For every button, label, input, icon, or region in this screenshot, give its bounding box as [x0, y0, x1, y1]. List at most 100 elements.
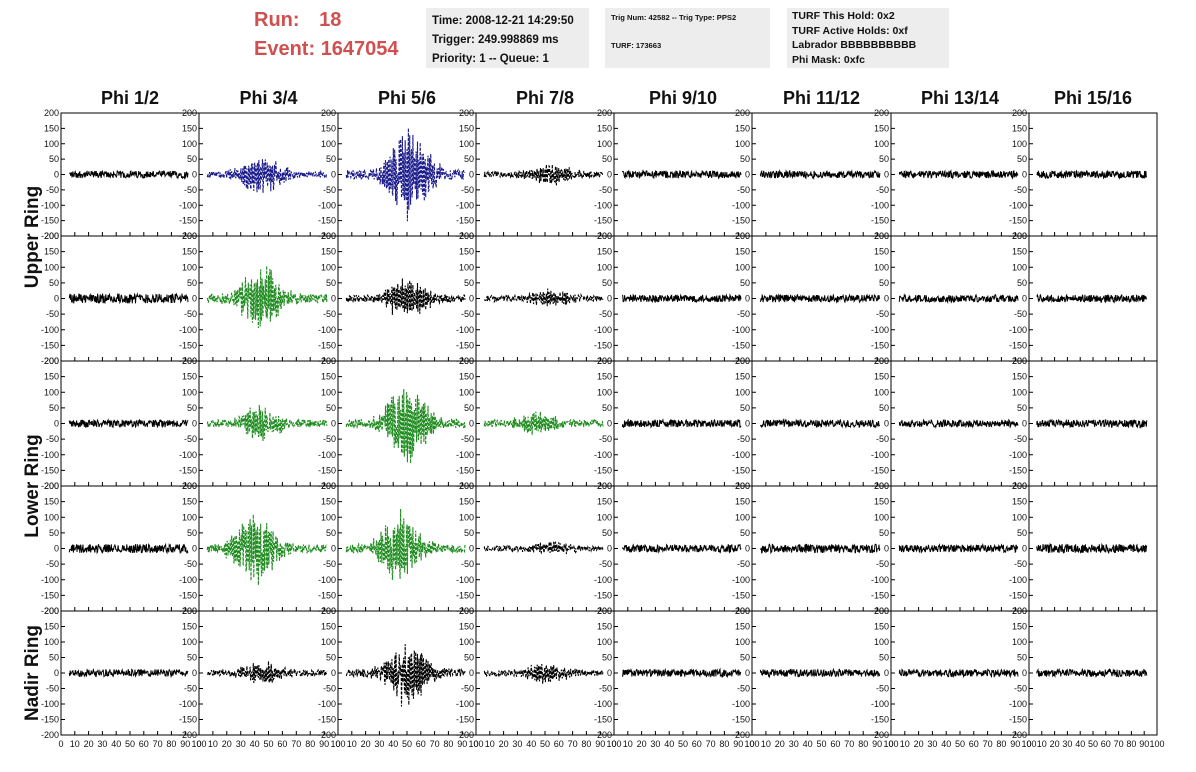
waveform-trace — [345, 128, 466, 222]
trigger-info-box: Trig Num: 42582 -- Trig Type: PPS2 TURF:… — [605, 8, 770, 68]
y-tick-label: 150 — [321, 622, 336, 632]
y-tick-label: 50 — [187, 528, 197, 538]
run-label: Run: — [254, 9, 300, 31]
y-tick-label: 0 — [1022, 170, 1027, 180]
y-tick-label: -100 — [456, 325, 474, 335]
y-tick-label: -200 — [594, 730, 612, 740]
y-tick-label: 200 — [597, 231, 612, 241]
y-tick-label: -100 — [732, 325, 750, 335]
y-tick-label: 50 — [740, 154, 750, 164]
y-tick-label: 50 — [464, 278, 474, 288]
y-tick-label: -100 — [318, 450, 336, 460]
y-tick-label: -100 — [318, 325, 336, 335]
x-tick-label: 70 — [568, 739, 578, 749]
y-tick-label: -200 — [179, 730, 197, 740]
trig-num-line: Trig Num: 42582 -- Trig Type: PPS2 — [611, 13, 737, 22]
x-tick-label: 0 — [1026, 739, 1031, 749]
y-tick-label: 200 — [597, 356, 612, 366]
time-line: Time: 2008-12-21 14:29:50 — [432, 15, 574, 27]
turf-hold-line: TURF This Hold: 0x2 — [792, 10, 895, 22]
x-tick-label: 60 — [554, 739, 564, 749]
y-tick-label: 50 — [464, 403, 474, 413]
x-tick-label: 30 — [927, 739, 937, 749]
x-tick-label: 20 — [914, 739, 924, 749]
y-tick-label: 150 — [182, 247, 197, 257]
y-tick-label: 150 — [182, 123, 197, 133]
y-tick-label: 150 — [597, 123, 612, 133]
y-tick-label: 150 — [1012, 123, 1027, 133]
labrador-line: Labrador BBBBBBBBBB — [792, 39, 917, 51]
x-tick-label: 100 — [744, 739, 759, 749]
y-tick-label: 0 — [192, 419, 197, 429]
y-tick-label: 50 — [879, 278, 889, 288]
y-tick-label: 150 — [459, 622, 474, 632]
y-tick-label: 150 — [44, 247, 59, 257]
y-tick-label: 200 — [321, 606, 336, 616]
y-tick-label: 0 — [331, 170, 336, 180]
y-tick-label: 150 — [459, 372, 474, 382]
x-tick-label: 30 — [97, 739, 107, 749]
y-tick-label: -150 — [871, 340, 889, 350]
y-tick-label: 200 — [1012, 356, 1027, 366]
x-tick-label: 100 — [883, 739, 898, 749]
y-tick-label: -100 — [594, 200, 612, 210]
y-tick-label: -50 — [46, 309, 59, 319]
y-tick-label: -150 — [871, 715, 889, 725]
y-tick-label: 0 — [607, 294, 612, 304]
x-tick-label: 70 — [153, 739, 163, 749]
x-tick-label: 30 — [789, 739, 799, 749]
x-tick-label: 30 — [374, 739, 384, 749]
y-tick-label: 100 — [874, 637, 889, 647]
x-tick-label: 80 — [858, 739, 868, 749]
x-tick-label: 20 — [222, 739, 232, 749]
x-tick-label: 100 — [330, 739, 345, 749]
y-tick-label: 150 — [735, 372, 750, 382]
x-tick-label: 80 — [443, 739, 453, 749]
y-tick-label: 100 — [597, 512, 612, 522]
y-tick-label: -50 — [1014, 684, 1027, 694]
y-tick-label: 150 — [597, 372, 612, 382]
y-tick-label: -50 — [461, 185, 474, 195]
y-tick-label: 200 — [44, 481, 59, 491]
y-tick-label: 150 — [459, 123, 474, 133]
y-tick-label: 150 — [459, 497, 474, 507]
y-tick-label: 100 — [459, 512, 474, 522]
y-tick-label: 100 — [321, 512, 336, 522]
y-tick-label: -150 — [594, 465, 612, 475]
y-tick-label: 200 — [459, 108, 474, 118]
y-tick-label: 0 — [745, 170, 750, 180]
waveform-trace — [206, 265, 328, 329]
y-tick-label: -100 — [456, 450, 474, 460]
x-tick-label: 80 — [305, 739, 315, 749]
y-tick-label: 0 — [331, 668, 336, 678]
x-tick-label: 50 — [125, 739, 135, 749]
y-tick-label: -150 — [732, 216, 750, 226]
y-tick-label: 100 — [874, 387, 889, 397]
y-tick-label: 100 — [44, 637, 59, 647]
y-tick-label: 150 — [1012, 622, 1027, 632]
x-tick-label: 20 — [361, 739, 371, 749]
y-tick-label: -50 — [737, 185, 750, 195]
y-tick-label: 50 — [49, 653, 59, 663]
x-tick-label: 40 — [941, 739, 951, 749]
y-tick-label: 0 — [745, 544, 750, 554]
y-tick-label: 100 — [321, 637, 336, 647]
x-tick-label: 50 — [540, 739, 550, 749]
y-tick-label: 0 — [745, 419, 750, 429]
x-tick-label: 30 — [1062, 739, 1072, 749]
y-tick-label: -50 — [461, 684, 474, 694]
y-tick-label: 50 — [879, 653, 889, 663]
x-tick-label: 10 — [347, 739, 357, 749]
y-tick-label: 200 — [182, 108, 197, 118]
x-tick-label: 90 — [319, 739, 329, 749]
y-tick-label: 150 — [321, 123, 336, 133]
x-tick-label: 70 — [291, 739, 301, 749]
x-tick-label: 40 — [526, 739, 536, 749]
waveform-trace — [207, 661, 328, 684]
x-tick-label: 10 — [1037, 739, 1047, 749]
event-line: Event: 1647054 — [254, 38, 399, 61]
y-tick-label: 100 — [459, 262, 474, 272]
y-tick-label: 150 — [182, 622, 197, 632]
waveform-trace — [1036, 667, 1148, 679]
